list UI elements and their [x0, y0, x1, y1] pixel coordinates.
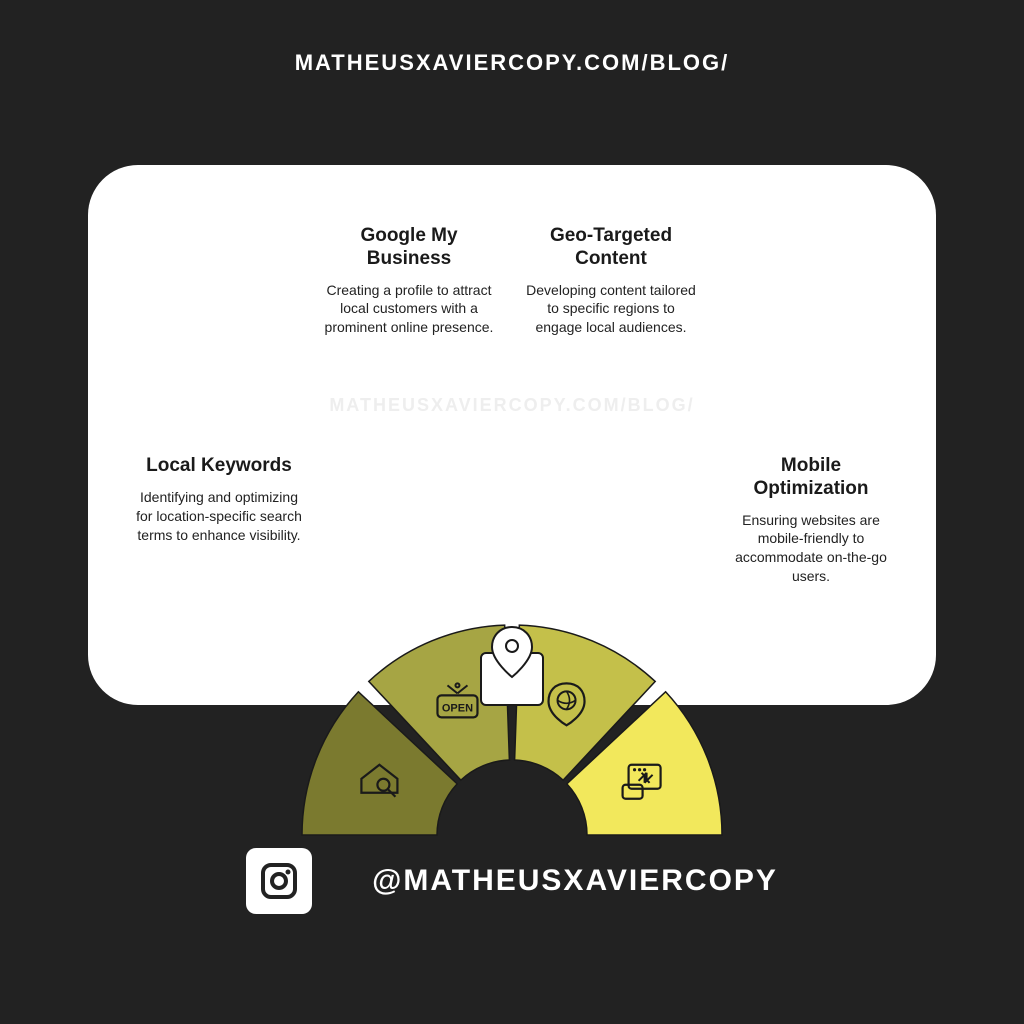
title-mobile-optimization: Mobile Optimization — [726, 455, 896, 501]
desc-google-my-business: Creating a profile to attract local cust… — [324, 281, 494, 338]
title-local-keywords: Local Keywords — [134, 455, 304, 478]
desc-local-keywords: Identifying and optimizing for location-… — [134, 488, 304, 545]
instagram-handle: @MATHEUSXAVIERCOPY — [372, 864, 778, 898]
header-url: MATHEUSXAVIERCOPY.COM/BLOG/ — [0, 50, 1024, 76]
infographic-card: Local Keywords Identifying and optimizin… — [88, 165, 936, 705]
block-mobile-optimization: Mobile Optimization Ensuring websites ar… — [726, 455, 896, 586]
block-google-my-business: Google My Business Creating a profile to… — [324, 225, 494, 337]
block-local-keywords: Local Keywords Identifying and optimizin… — [134, 455, 304, 544]
instagram-icon — [246, 848, 312, 914]
title-google-my-business: Google My Business — [324, 225, 494, 271]
desc-mobile-optimization: Ensuring websites are mobile-friendly to… — [726, 511, 896, 587]
svg-text:OPEN: OPEN — [442, 702, 473, 714]
desc-geo-targeted: Developing content tailored to specific … — [526, 281, 696, 338]
title-geo-targeted: Geo-Targeted Content — [526, 225, 696, 271]
map-pin-card-icon — [473, 619, 551, 709]
block-geo-targeted: Geo-Targeted Content Developing content … — [526, 225, 696, 337]
watermark-text: MATHEUSXAVIERCOPY.COM/BLOG/ — [88, 395, 936, 416]
footer: @MATHEUSXAVIERCOPY — [0, 848, 1024, 914]
